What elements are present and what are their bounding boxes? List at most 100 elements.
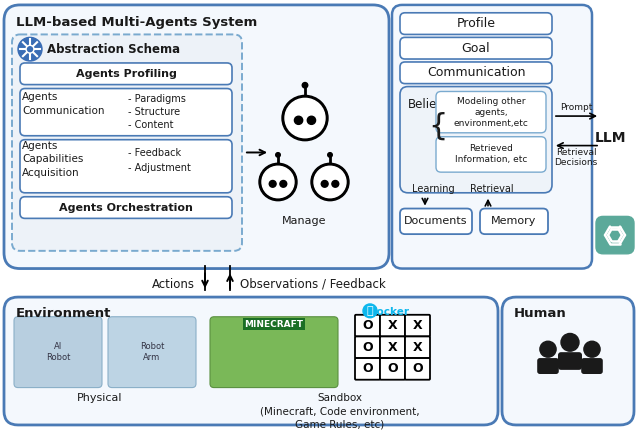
FancyBboxPatch shape: [4, 297, 498, 425]
Circle shape: [280, 180, 287, 187]
Text: Retrieval: Retrieval: [470, 184, 514, 194]
Text: Communication: Communication: [427, 66, 525, 79]
FancyBboxPatch shape: [502, 297, 634, 425]
Text: Documents: Documents: [404, 216, 468, 226]
FancyBboxPatch shape: [12, 35, 242, 251]
FancyBboxPatch shape: [355, 315, 380, 336]
FancyBboxPatch shape: [20, 88, 232, 136]
FancyBboxPatch shape: [537, 358, 559, 374]
Text: Learning: Learning: [412, 184, 454, 194]
Text: Environment: Environment: [16, 307, 111, 320]
Text: Human: Human: [514, 307, 567, 320]
Circle shape: [302, 82, 308, 88]
FancyBboxPatch shape: [436, 137, 546, 172]
Text: Manage: Manage: [282, 216, 326, 226]
Text: Robot
Arm: Robot Arm: [140, 343, 164, 362]
Text: Retrieval
Decisions: Retrieval Decisions: [554, 148, 598, 167]
Text: docker: docker: [370, 307, 410, 317]
Circle shape: [276, 152, 280, 157]
Text: Sandbox
(Minecraft, Code environment,
Game Rules, etc): Sandbox (Minecraft, Code environment, Ga…: [260, 393, 420, 430]
Circle shape: [584, 341, 600, 357]
Text: Profile: Profile: [456, 17, 495, 30]
Circle shape: [540, 341, 556, 357]
Text: Goal: Goal: [461, 42, 490, 55]
Circle shape: [285, 99, 325, 138]
Circle shape: [363, 304, 377, 318]
Circle shape: [332, 180, 339, 187]
Text: Modeling other
agents,
environment,etc: Modeling other agents, environment,etc: [454, 96, 529, 128]
FancyBboxPatch shape: [400, 62, 552, 84]
Circle shape: [18, 37, 42, 61]
FancyBboxPatch shape: [14, 317, 102, 388]
Circle shape: [269, 180, 276, 187]
FancyBboxPatch shape: [380, 336, 405, 358]
Circle shape: [314, 166, 346, 198]
Text: Physical: Physical: [77, 393, 123, 403]
Circle shape: [28, 47, 33, 52]
FancyBboxPatch shape: [392, 5, 592, 268]
Text: O: O: [362, 362, 373, 375]
Text: X: X: [388, 319, 397, 332]
Text: O: O: [387, 362, 398, 375]
Text: O: O: [362, 319, 373, 332]
Text: X: X: [413, 341, 422, 354]
Text: - Content: - Content: [128, 120, 173, 130]
FancyBboxPatch shape: [405, 358, 430, 380]
Circle shape: [307, 116, 316, 124]
Circle shape: [321, 180, 328, 187]
FancyBboxPatch shape: [480, 208, 548, 234]
Text: LLM-based Multi-Agents System: LLM-based Multi-Agents System: [16, 16, 257, 29]
Text: X: X: [413, 319, 422, 332]
FancyBboxPatch shape: [405, 336, 430, 358]
FancyBboxPatch shape: [210, 317, 338, 388]
FancyBboxPatch shape: [20, 63, 232, 85]
Text: X: X: [388, 341, 397, 354]
Text: - Adjustment: - Adjustment: [128, 163, 191, 173]
Circle shape: [561, 333, 579, 351]
Circle shape: [311, 163, 349, 201]
FancyBboxPatch shape: [596, 216, 634, 254]
FancyBboxPatch shape: [400, 87, 552, 193]
FancyBboxPatch shape: [436, 92, 546, 133]
Text: - Paradigms: - Paradigms: [128, 95, 186, 104]
Circle shape: [282, 95, 328, 141]
FancyBboxPatch shape: [581, 358, 603, 374]
Text: MINECRAFT: MINECRAFT: [244, 320, 303, 328]
Circle shape: [26, 45, 34, 53]
FancyBboxPatch shape: [405, 315, 430, 336]
Text: Prompt: Prompt: [560, 103, 592, 112]
Text: O: O: [412, 362, 423, 375]
Text: - Structure: - Structure: [128, 107, 180, 117]
FancyBboxPatch shape: [400, 13, 552, 35]
FancyBboxPatch shape: [4, 5, 389, 268]
FancyBboxPatch shape: [108, 317, 196, 388]
Text: 🐳: 🐳: [367, 306, 373, 316]
Circle shape: [259, 163, 297, 201]
Text: Abstraction Schema: Abstraction Schema: [47, 42, 180, 56]
Text: AI
Robot: AI Robot: [46, 343, 70, 362]
Text: Agents Orchestration: Agents Orchestration: [59, 202, 193, 212]
Text: Retrieved
Information, etc: Retrieved Information, etc: [455, 145, 527, 165]
Text: Actions: Actions: [152, 278, 195, 291]
FancyBboxPatch shape: [558, 352, 582, 370]
Text: - Feedback: - Feedback: [128, 148, 181, 158]
Circle shape: [328, 152, 332, 157]
Text: Belief: Belief: [408, 99, 442, 111]
Text: O: O: [362, 341, 373, 354]
Text: Observations / Feedback: Observations / Feedback: [240, 278, 386, 291]
FancyBboxPatch shape: [380, 358, 405, 380]
Circle shape: [294, 116, 303, 124]
Text: Agents
Communication: Agents Communication: [22, 92, 104, 116]
FancyBboxPatch shape: [380, 315, 405, 336]
Text: LLM: LLM: [595, 131, 626, 145]
FancyBboxPatch shape: [20, 197, 232, 219]
Text: Agents
Capabilities
Acquisition: Agents Capabilities Acquisition: [22, 141, 83, 177]
Text: Memory: Memory: [492, 216, 537, 226]
FancyBboxPatch shape: [400, 37, 552, 59]
FancyBboxPatch shape: [355, 358, 380, 380]
Text: {: {: [428, 111, 447, 141]
Circle shape: [262, 166, 294, 198]
Text: Agents Profiling: Agents Profiling: [76, 69, 177, 79]
FancyBboxPatch shape: [355, 336, 380, 358]
FancyBboxPatch shape: [400, 208, 472, 234]
